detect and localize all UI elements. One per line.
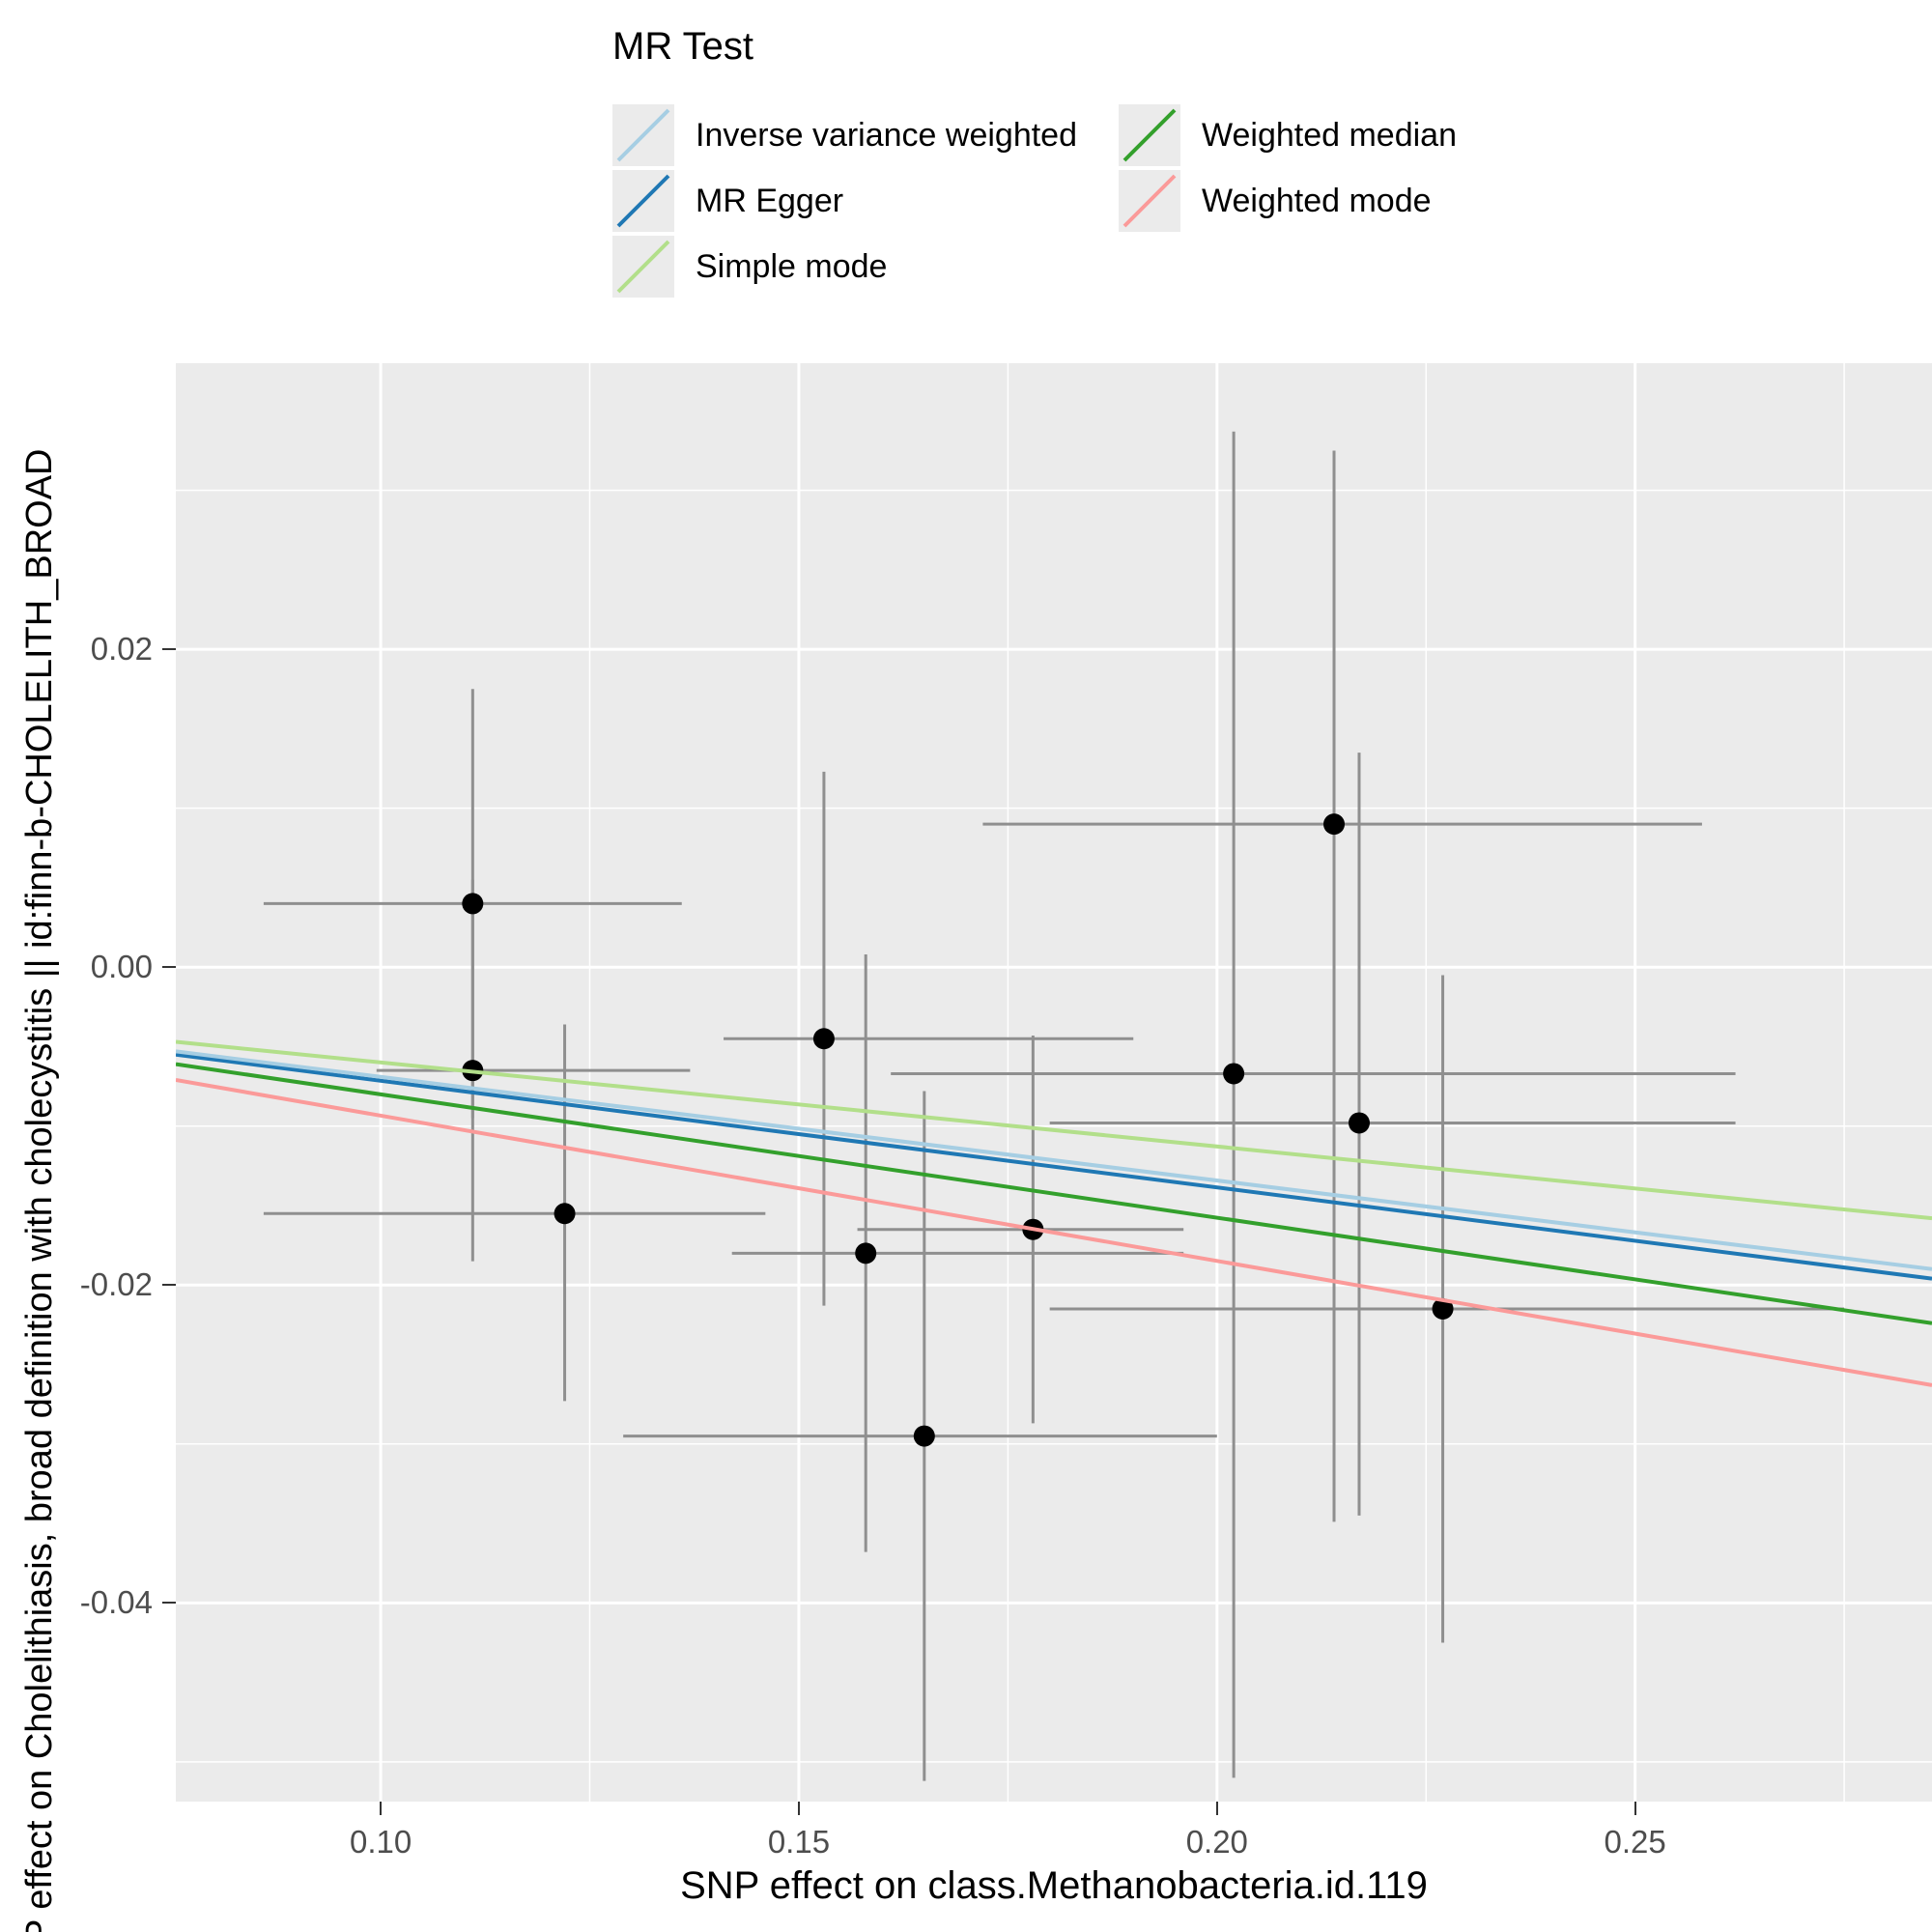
legend-title: MR Test (612, 25, 753, 68)
legend-key-line (1122, 108, 1177, 162)
x-tick-label: 0.10 (349, 1824, 412, 1860)
x-tick-label: 0.20 (1185, 1824, 1248, 1860)
data-point (1323, 813, 1346, 836)
x-tick-label: 0.25 (1604, 1824, 1666, 1860)
regression-line-mr-egger (176, 1052, 1932, 1281)
regression-line-simple-mode (176, 1039, 1932, 1221)
legend-label: Weighted mode (1202, 182, 1432, 219)
legend-label: Simple mode (696, 247, 888, 285)
legend-key-icon (612, 104, 674, 166)
legend-key-line (616, 240, 670, 294)
legend-entry-mr-egger: MR Egger (612, 170, 843, 232)
legend-entry-weighted-mode: Weighted mode (1119, 170, 1432, 232)
regression-line-ivw (176, 1049, 1932, 1271)
y-axis-title: P effect on Cholelithiasis, broad defini… (19, 448, 60, 1932)
x-tick-mark (797, 1802, 800, 1815)
data-point (554, 1203, 576, 1225)
legend-key-icon (612, 236, 674, 298)
x-tick-label: 0.15 (767, 1824, 831, 1860)
data-point (913, 1425, 935, 1447)
data-point (1223, 1063, 1245, 1085)
data-point (462, 893, 484, 915)
legend-label: MR Egger (696, 182, 844, 219)
y-tick-label: -0.04 (79, 1584, 153, 1621)
data-point (1432, 1297, 1454, 1320)
x-tick-mark (1634, 1802, 1636, 1815)
y-tick-mark (162, 648, 176, 651)
plot-panel (176, 363, 1932, 1802)
y-tick-label: -0.02 (79, 1266, 153, 1303)
legend: MR Test Inverse variance weighted MR Egge… (0, 0, 1932, 309)
x-tick-mark (1215, 1802, 1218, 1815)
legend-entry-simple-mode: Simple mode (612, 236, 887, 298)
legend-label: Inverse variance weighted (696, 116, 1078, 154)
y-tick-label: 0.02 (90, 631, 153, 668)
x-tick-mark (380, 1802, 383, 1815)
legend-label: Weighted median (1202, 116, 1457, 154)
data-point (812, 1028, 835, 1050)
legend-entry-inverse-variance-weighted: Inverse variance weighted (612, 104, 1077, 166)
data-point (855, 1242, 877, 1264)
x-axis-title: SNP effect on class.Methanobacteria.id.1… (680, 1864, 1428, 1907)
legend-key-line (1122, 174, 1177, 228)
plot-canvas (176, 363, 1932, 1802)
legend-key-icon (1119, 104, 1180, 166)
regression-line-weighted-mode (176, 1078, 1932, 1387)
y-tick-mark (162, 966, 176, 969)
y-tick-mark (162, 1284, 176, 1287)
legend-key-line (616, 174, 670, 228)
legend-key-icon (1119, 170, 1180, 232)
regression-line-weighted-median (176, 1062, 1932, 1325)
legend-entry-weighted-median: Weighted median (1119, 104, 1457, 166)
legend-key-icon (612, 170, 674, 232)
y-tick-label: 0.00 (90, 949, 153, 985)
data-point (1348, 1112, 1370, 1134)
legend-key-line (616, 108, 670, 162)
y-tick-mark (162, 1602, 176, 1605)
